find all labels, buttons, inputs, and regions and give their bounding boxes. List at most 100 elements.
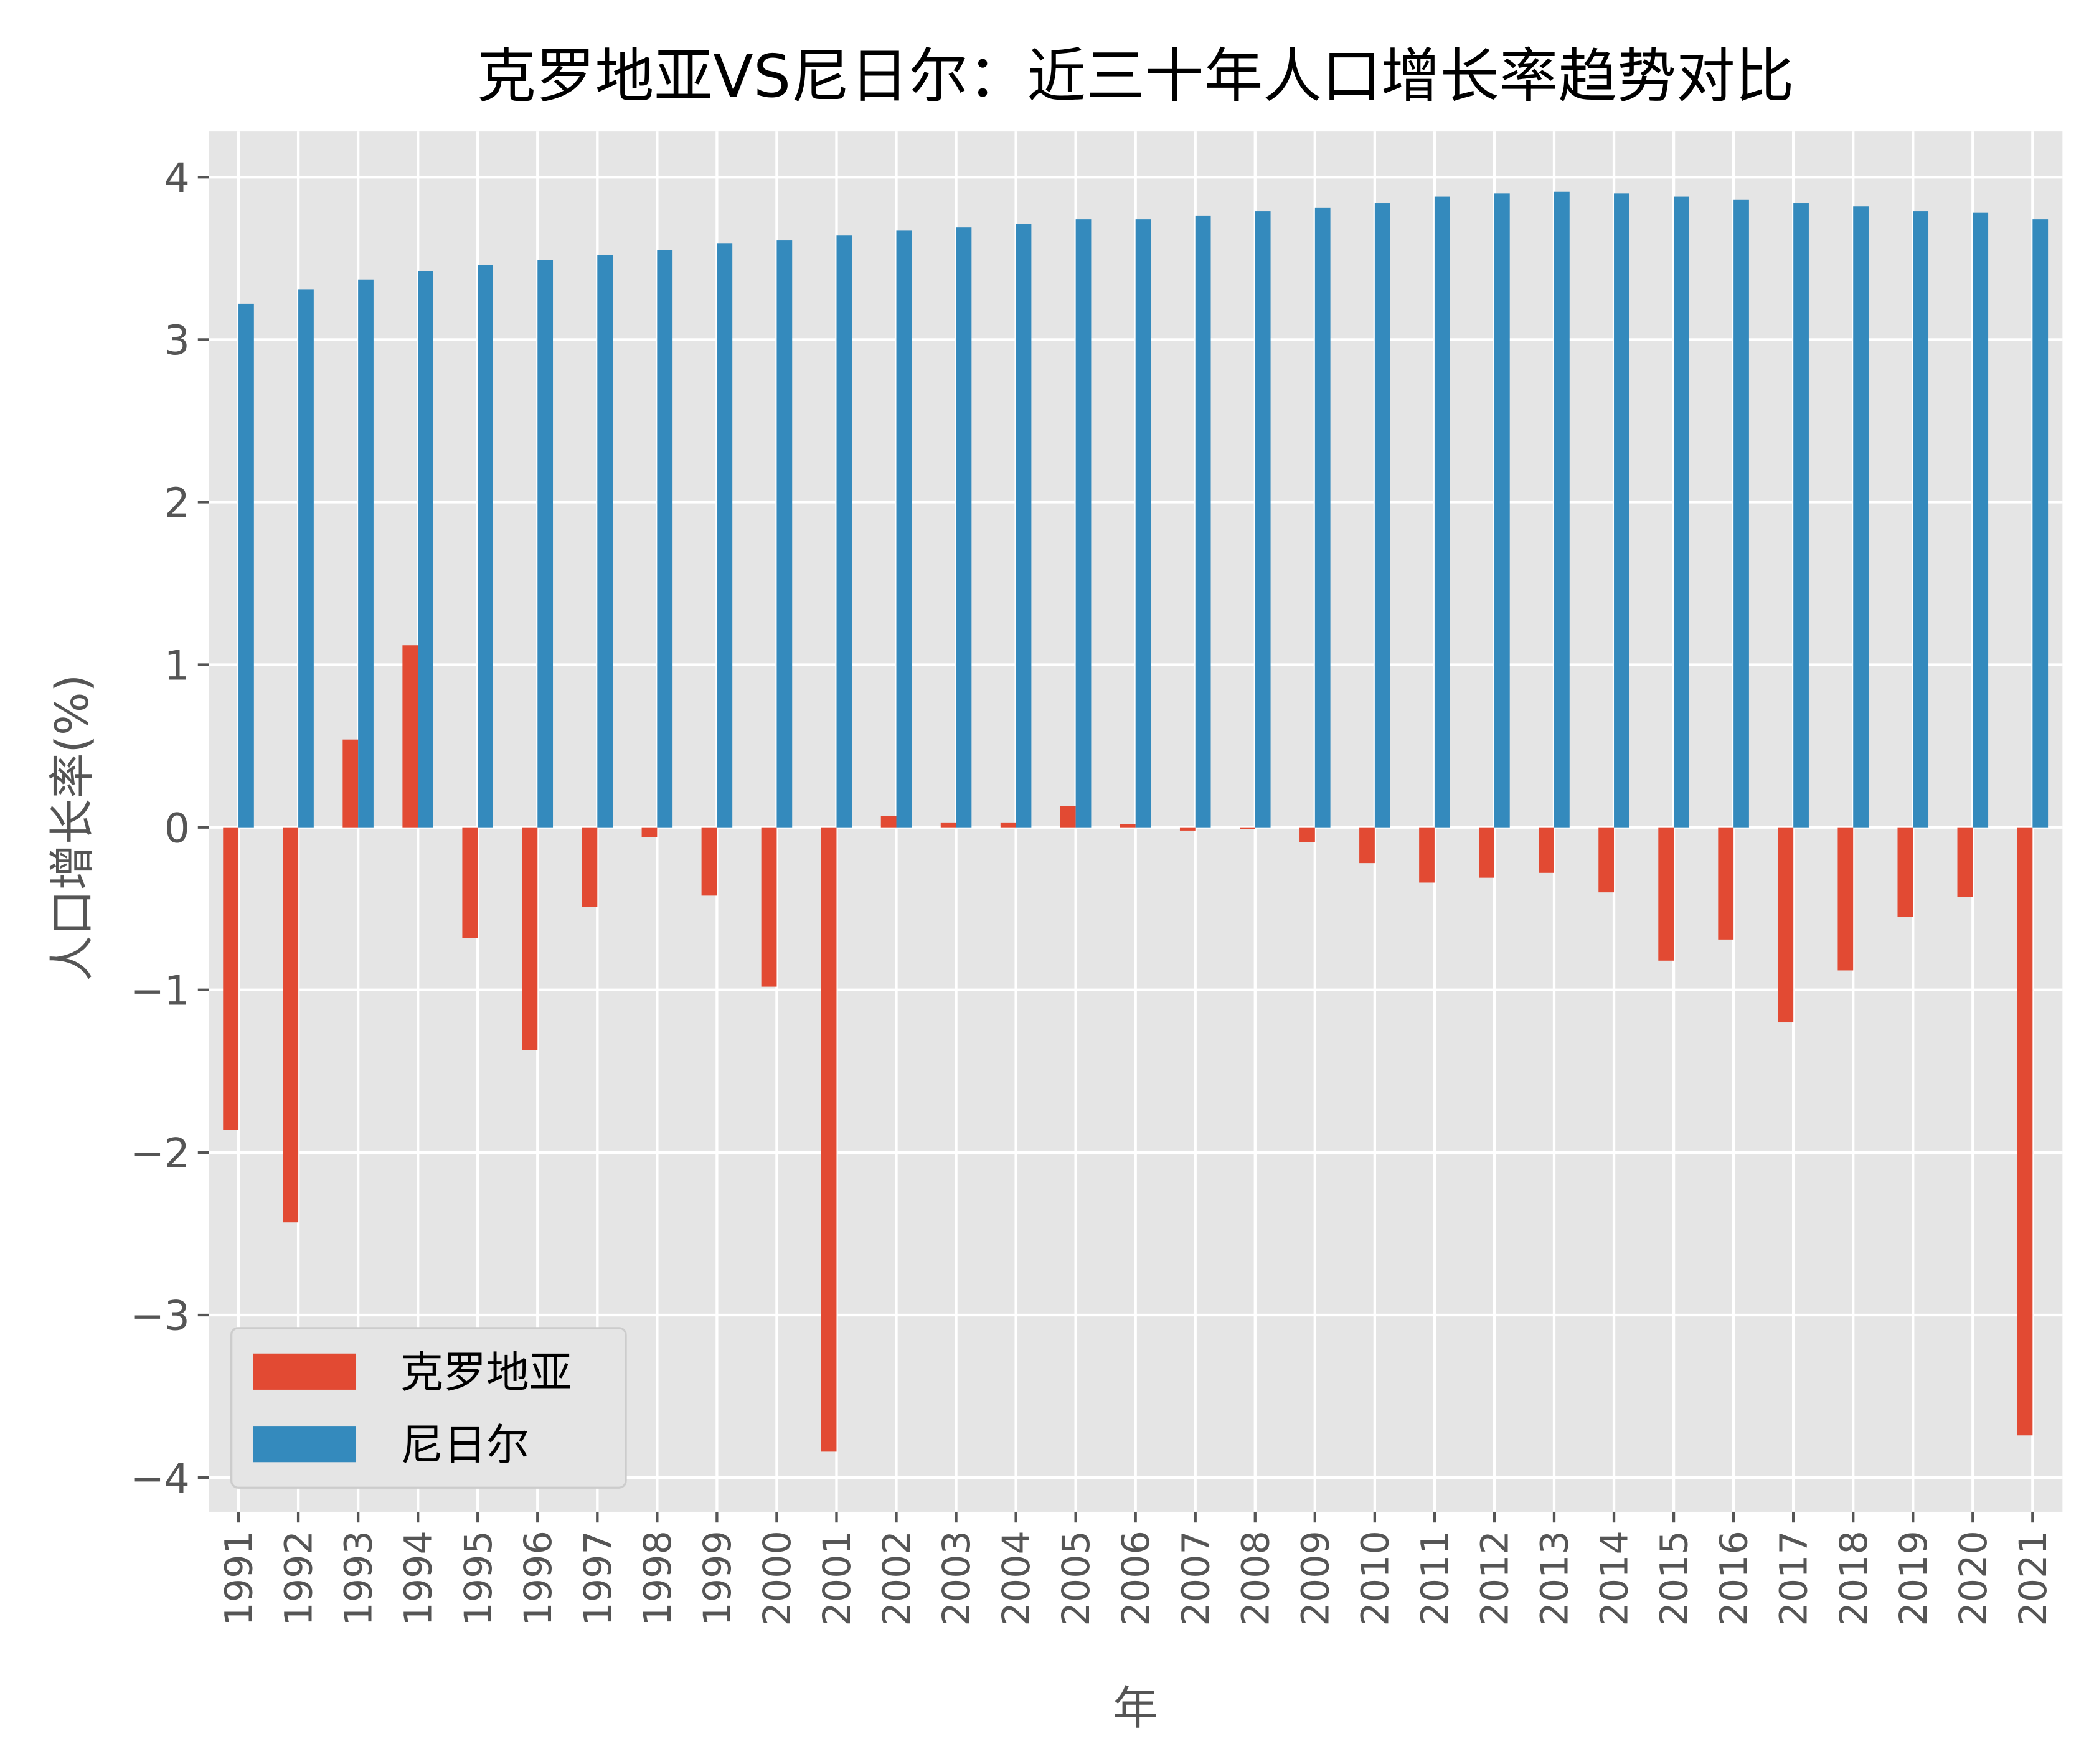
bar-niger-2018	[1853, 206, 1869, 828]
bar-niger-2009	[1314, 207, 1331, 828]
bar-croatia-2001	[821, 827, 837, 1452]
y-tick-label: 0	[164, 805, 190, 852]
legend-label-niger: 尼日尔	[400, 1420, 529, 1470]
legend-swatch-niger	[253, 1426, 356, 1463]
x-tick-label: 1996	[517, 1531, 560, 1626]
y-tick-label: −3	[131, 1293, 190, 1340]
x-tick-label: 2017	[1773, 1531, 1816, 1626]
legend-swatch-croatia	[253, 1353, 356, 1390]
x-tick-label: 1998	[636, 1531, 680, 1626]
x-tick-label: 2009	[1294, 1531, 1337, 1626]
y-tick-label: 2	[164, 480, 190, 527]
bar-niger-1997	[597, 255, 613, 828]
bar-croatia-2008	[1240, 827, 1255, 829]
x-tick-label: 2005	[1055, 1531, 1098, 1626]
bar-niger-1996	[537, 260, 554, 828]
x-tick-label: 1999	[696, 1531, 740, 1626]
bar-croatia-2000	[761, 827, 777, 987]
x-tick-label: 1995	[457, 1531, 501, 1626]
bar-niger-2000	[776, 240, 793, 828]
bar-niger-1991	[238, 303, 254, 828]
x-tick-label: 2001	[816, 1531, 859, 1626]
axes: −4 −3 −2 −1 0 1 2 3 4 1991 1992 1993 1994 1995 1996 199…	[131, 155, 2055, 1626]
x-tick-label: 2004	[995, 1531, 1039, 1626]
y-tick-label: 1	[164, 643, 190, 689]
x-tick-label: 2015	[1653, 1531, 1697, 1626]
bar-niger-2019	[1913, 211, 1929, 828]
x-tick-label: 2000	[756, 1531, 799, 1626]
bar-croatia-1997	[582, 827, 598, 907]
bar-croatia-2021	[2017, 827, 2033, 1436]
bar-croatia-2006	[1120, 824, 1136, 828]
bar-niger-2004	[1016, 224, 1032, 828]
bar-niger-2014	[1614, 193, 1629, 828]
bar-niger-1995	[478, 265, 493, 828]
x-tick-label: 1997	[577, 1531, 620, 1626]
bar-croatia-2014	[1598, 827, 1615, 893]
x-tick-label: 1994	[397, 1531, 441, 1626]
chart-title: 克罗地亚VS尼日尔：近三十年人口增长率趋势对比	[477, 42, 1794, 111]
bar-croatia-2016	[1718, 827, 1734, 940]
x-tick-label: 2010	[1354, 1531, 1397, 1626]
bar-niger-2001	[836, 235, 852, 828]
bars	[223, 191, 2049, 1452]
x-tick-label: 2021	[2012, 1531, 2055, 1626]
y-tick-label: 3	[164, 318, 190, 364]
bar-niger-2010	[1374, 203, 1390, 828]
x-tick-label: 2007	[1174, 1531, 1218, 1626]
x-tick-label: 2008	[1234, 1531, 1278, 1626]
bar-niger-2012	[1494, 193, 1510, 828]
bar-croatia-2018	[1837, 827, 1854, 971]
bar-croatia-1995	[462, 827, 478, 938]
legend-label-croatia: 克罗地亚	[400, 1348, 572, 1398]
bar-croatia-2009	[1299, 827, 1315, 842]
bar-niger-2013	[1554, 191, 1570, 828]
bar-croatia-1998	[641, 827, 658, 837]
bar-croatia-2007	[1179, 827, 1196, 831]
y-tick-label: −4	[131, 1456, 190, 1502]
bar-croatia-2010	[1359, 827, 1375, 864]
bar-niger-1998	[657, 250, 673, 828]
bar-niger-2015	[1674, 196, 1689, 828]
bar-croatia-2012	[1479, 827, 1494, 878]
bar-niger-2021	[2032, 219, 2049, 828]
bar-niger-2020	[1973, 212, 1989, 828]
legend: 克罗地亚 尼日尔	[230, 1327, 627, 1489]
x-tick-label: 2012	[1473, 1531, 1517, 1626]
bar-niger-2003	[956, 227, 972, 828]
bar-croatia-1991	[223, 827, 239, 1130]
bar-niger-1992	[298, 289, 314, 828]
bar-croatia-2017	[1778, 827, 1794, 1023]
bar-niger-2007	[1195, 215, 1211, 828]
bar-croatia-2004	[1000, 822, 1016, 828]
y-tick-label: −2	[131, 1131, 190, 1177]
bar-croatia-2020	[1957, 827, 1973, 897]
bar-croatia-1996	[522, 827, 538, 1050]
bar-croatia-1992	[283, 827, 299, 1223]
bar-croatia-1994	[402, 645, 418, 828]
bar-niger-2005	[1075, 219, 1092, 828]
bar-niger-1993	[358, 279, 374, 828]
x-tick-label: 2006	[1115, 1531, 1158, 1626]
x-tick-label: 1991	[218, 1531, 262, 1626]
bar-croatia-1993	[342, 739, 359, 828]
bar-croatia-2003	[940, 822, 956, 828]
x-tick-label: 2002	[875, 1531, 919, 1626]
x-tick-label: 2003	[935, 1531, 979, 1626]
y-tick-label: 4	[164, 155, 190, 202]
bar-croatia-2015	[1658, 827, 1674, 961]
bar-croatia-2019	[1897, 827, 1913, 917]
x-tick-label: 2018	[1832, 1531, 1876, 1626]
x-tick-label: 2014	[1593, 1531, 1637, 1626]
bar-niger-2011	[1434, 196, 1450, 828]
y-tick-label: −1	[131, 968, 190, 1015]
bar-niger-2008	[1255, 211, 1271, 828]
bar-croatia-2002	[880, 816, 897, 828]
bar-niger-1999	[717, 243, 733, 828]
x-tick-label: 2011	[1413, 1531, 1457, 1626]
x-tick-label: 2020	[1952, 1531, 1996, 1626]
x-tick-label: 2019	[1892, 1531, 1936, 1626]
bar-niger-2016	[1733, 199, 1749, 828]
bar-niger-2006	[1135, 219, 1151, 828]
